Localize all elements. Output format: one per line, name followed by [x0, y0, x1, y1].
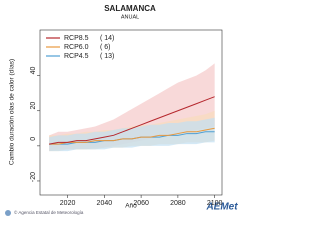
- x-tick-label: 2100: [207, 200, 223, 207]
- legend-label: RCP8.5: [64, 35, 89, 42]
- y-axis-label: Cambio duración olas de calor (días): [9, 59, 16, 165]
- x-tick-label: 2080: [170, 200, 186, 207]
- legend-count: ( 6): [100, 44, 111, 51]
- logo: AEMet: [205, 202, 238, 213]
- x-tick-label: 2060: [133, 200, 149, 207]
- y-tick-label: 0: [30, 137, 37, 141]
- y-tick-label: 20: [30, 102, 37, 110]
- source-icon: [5, 210, 11, 216]
- series-line: [49, 96, 215, 145]
- y-tick-label: -20: [30, 172, 37, 182]
- legend-label: RCP4.5: [64, 53, 89, 60]
- plot-frame: [39, 29, 223, 196]
- chart-title: SALAMANCA: [104, 4, 156, 13]
- x-tick-label: 2040: [97, 200, 113, 207]
- chart-subtitle: ANUAL: [121, 14, 139, 20]
- x-axis-label: Año: [125, 203, 137, 210]
- legend-count: ( 13): [100, 53, 114, 60]
- legend-label: RCP6.0: [64, 44, 89, 51]
- series-line: [49, 127, 215, 145]
- y-tick-label: 40: [30, 67, 37, 75]
- chart: SALAMANCA ANUAL Año Cambio duración olas…: [5, 4, 238, 216]
- source: © Agencia Estatal de Meteorología: [14, 209, 84, 215]
- x-tick-label: 2020: [60, 200, 76, 207]
- legend-count: ( 14): [100, 35, 114, 42]
